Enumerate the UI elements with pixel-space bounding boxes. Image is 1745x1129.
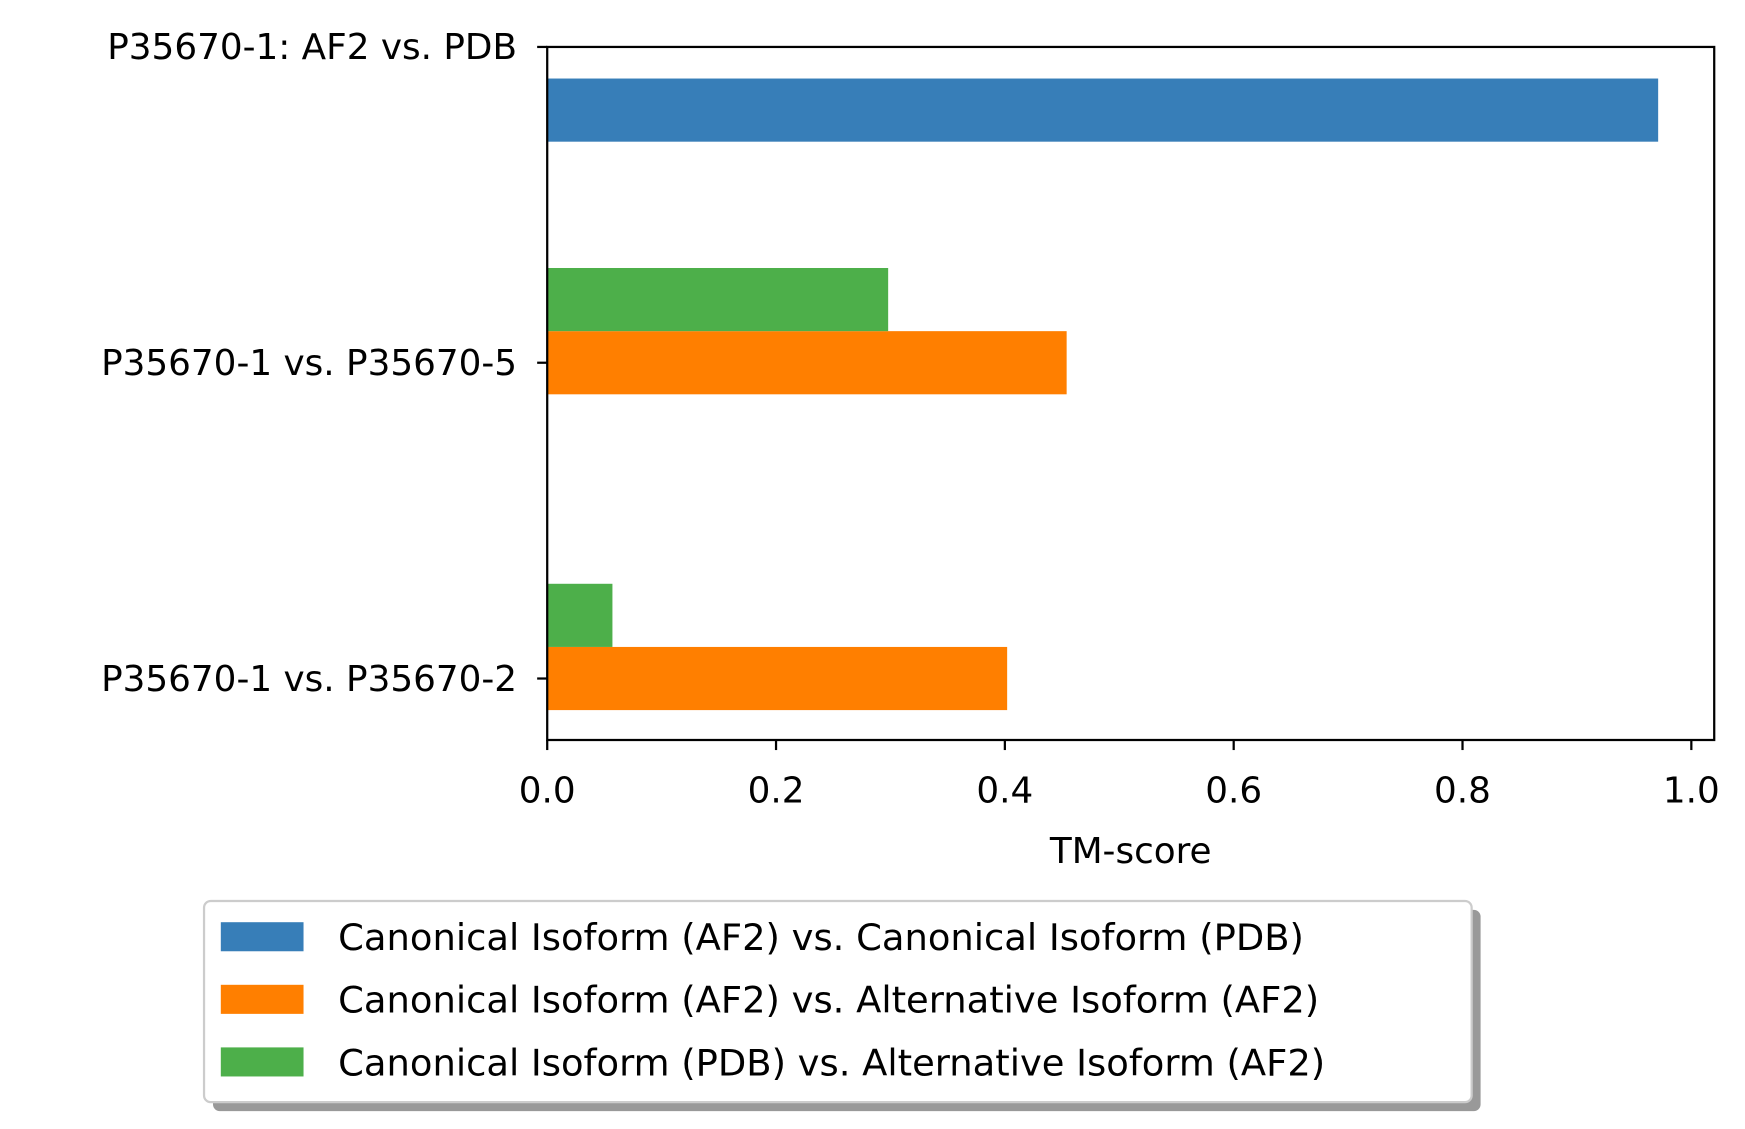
y-ticks: P35670-1: AF2 vs. PDB P35670-1 vs. P35670… bbox=[101, 27, 548, 700]
bar-3-3 bbox=[547, 583, 613, 647]
x-tick-label: 1.0 bbox=[1663, 771, 1720, 812]
bar-3-2 bbox=[547, 267, 889, 332]
bar-1-1 bbox=[547, 78, 1659, 142]
y-tick-label: P35670-1: AF2 vs. PDB bbox=[107, 27, 517, 68]
bar-2-2 bbox=[547, 331, 1067, 395]
legend-swatch bbox=[220, 922, 304, 952]
legend-label: Canonical Isoform (AF2) vs. Canonical Is… bbox=[338, 916, 1304, 959]
legend: Canonical Isoform (AF2) vs. Canonical Is… bbox=[202, 899, 1481, 1112]
x-axis-label: TM-score bbox=[1049, 831, 1212, 872]
x-tick-label: 0.8 bbox=[1434, 771, 1491, 812]
y-tick-label: P35670-1 vs. P35670-5 bbox=[101, 343, 517, 384]
x-tick-label: 0.6 bbox=[1205, 771, 1262, 812]
x-ticks: 0.0 0.2 0.4 0.6 0.8 1.0 bbox=[519, 739, 1720, 812]
y-tick-label: P35670-1 vs. P35670-2 bbox=[101, 659, 517, 700]
x-tick-label: 0.0 bbox=[519, 771, 576, 812]
x-tick-label: 0.4 bbox=[976, 771, 1033, 812]
bars bbox=[547, 78, 1659, 711]
legend-swatch bbox=[220, 1047, 304, 1077]
bar-2-3 bbox=[547, 646, 1008, 711]
legend-label: Canonical Isoform (PDB) vs. Alternative … bbox=[338, 1041, 1325, 1084]
axes-frame bbox=[546, 45, 1716, 742]
legend-swatch bbox=[220, 984, 304, 1014]
x-tick-label: 0.2 bbox=[748, 771, 805, 812]
legend-label: Canonical Isoform (AF2) vs. Alternative … bbox=[338, 979, 1319, 1022]
